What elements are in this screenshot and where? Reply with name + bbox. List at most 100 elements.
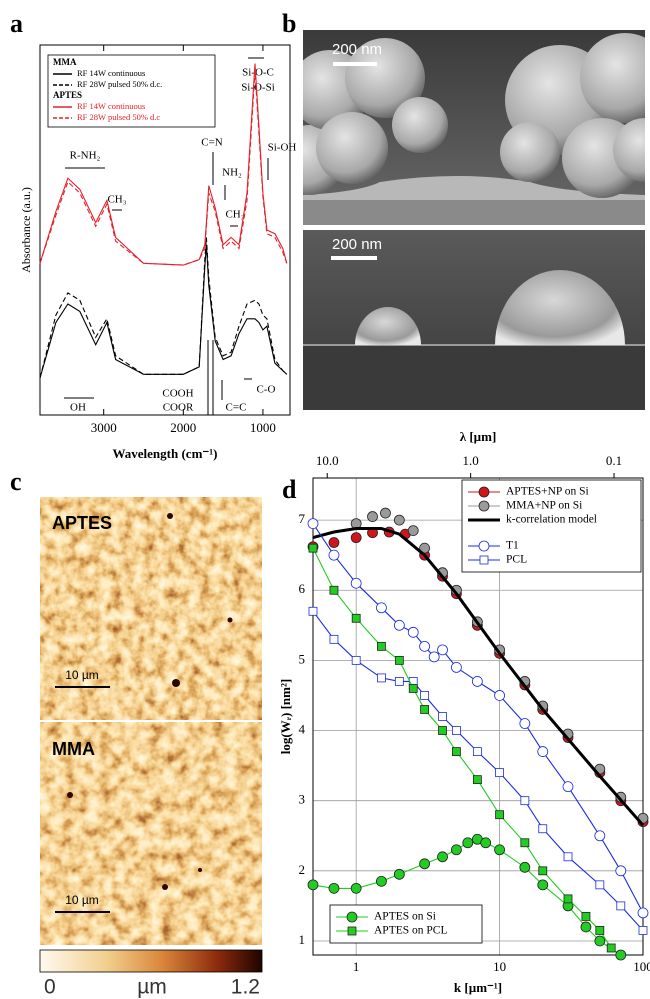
panel-label: b — [282, 9, 296, 38]
annotation: Si-OH — [268, 142, 297, 154]
marker — [329, 538, 339, 548]
panel-label: a — [10, 9, 23, 38]
y-tick-label: 5 — [299, 651, 306, 666]
marker — [473, 776, 481, 784]
y-axis-label: Absorbance (a.u.) — [19, 187, 33, 273]
x2-tick-label: 0.1 — [606, 453, 622, 468]
annotation: OH — [70, 402, 86, 414]
legend-label: T1 — [506, 540, 519, 552]
scale-bar-label: 200 nm — [332, 236, 382, 253]
colorbar — [40, 950, 262, 972]
marker — [616, 866, 626, 876]
legend-marker — [347, 912, 357, 922]
legend-marker — [479, 487, 489, 497]
marker — [420, 859, 430, 869]
y-tick-label: 2 — [299, 862, 306, 877]
scale-bar-label: 10 µm — [65, 668, 99, 682]
marker — [438, 852, 448, 862]
annotation: C=N — [201, 137, 223, 149]
marker — [521, 797, 529, 805]
y-axis-label: log(Wᵣ) [nm²] — [278, 679, 293, 754]
legend-marker — [479, 501, 489, 511]
legend-label: MMA+NP on Si — [506, 500, 582, 512]
marker — [481, 838, 491, 848]
marker — [408, 526, 418, 536]
colorbar-unit: µm — [137, 976, 167, 999]
marker — [463, 838, 473, 848]
marker — [596, 881, 604, 889]
marker — [521, 839, 529, 847]
marker — [581, 922, 591, 932]
panel-label: c — [10, 467, 22, 496]
y-tick-label: 3 — [299, 792, 306, 807]
marker — [582, 912, 590, 920]
annotation: Si-O-C — [242, 67, 274, 79]
marker — [352, 656, 360, 664]
sem-image — [275, 30, 650, 225]
annotation: NH₂ — [222, 167, 242, 179]
x-tick-label: 1000 — [250, 420, 276, 435]
marker — [394, 869, 404, 879]
scale-bar-label: 200 nm — [332, 41, 382, 58]
x2-axis-label: λ [µm] — [460, 429, 497, 444]
marker — [309, 544, 317, 552]
marker — [616, 950, 626, 960]
x2-tick-label: 1.0 — [463, 453, 479, 468]
annotation: COOH — [162, 388, 193, 400]
marker — [439, 713, 447, 721]
y-tick-label: 4 — [299, 722, 306, 737]
x-axis-label: k [µm⁻¹] — [454, 980, 502, 995]
marker — [395, 677, 403, 685]
marker — [351, 578, 361, 588]
annotation: CH₃ — [225, 209, 244, 221]
marker — [451, 662, 461, 672]
marker — [563, 782, 573, 792]
marker — [352, 614, 360, 622]
legend-label: RF 14W continuous — [77, 101, 145, 111]
marker — [376, 603, 386, 613]
marker — [376, 876, 386, 886]
marker — [452, 748, 460, 756]
legend-label: RF 28W pulsed 50% d.c. — [77, 79, 162, 89]
marker — [564, 895, 572, 903]
colorbar-tick: 1.2 — [231, 976, 260, 999]
y-tick-label: 6 — [299, 581, 306, 596]
marker — [420, 641, 430, 651]
marker — [351, 533, 361, 543]
marker — [394, 515, 404, 525]
marker — [520, 719, 530, 729]
marker — [408, 627, 418, 637]
marker — [368, 512, 378, 522]
legend-label: PCL — [506, 554, 527, 566]
panel-label: d — [282, 475, 297, 504]
marker — [380, 508, 390, 518]
marker — [539, 825, 547, 833]
marker — [377, 642, 385, 650]
marker — [308, 880, 318, 890]
marker — [351, 883, 361, 893]
marker — [329, 550, 339, 560]
marker — [595, 831, 605, 841]
legend-marker — [479, 541, 489, 551]
legend-label: APTES on PCL — [374, 925, 448, 937]
legend-label: RF 14W continuous — [77, 68, 145, 78]
marker — [308, 519, 318, 529]
legend-marker — [480, 556, 488, 564]
marker — [473, 748, 481, 756]
annotation: C=C — [226, 402, 247, 414]
legend-marker — [348, 927, 356, 935]
legend-label: k-correlation model — [506, 514, 597, 526]
marker — [377, 674, 385, 682]
x2-tick-label: 10.0 — [316, 453, 339, 468]
marker — [452, 727, 460, 735]
marker — [607, 944, 615, 952]
image-label: APTES — [52, 513, 112, 533]
x-tick-label: 1 — [353, 959, 360, 974]
x-axis-label: Wavelength (cm⁻¹) — [113, 446, 218, 461]
marker — [421, 691, 429, 699]
marker — [329, 883, 339, 893]
marker — [451, 845, 461, 855]
colorbar-tick: 0 — [44, 976, 56, 999]
marker — [538, 747, 548, 757]
x-tick-label: 3000 — [91, 420, 117, 435]
